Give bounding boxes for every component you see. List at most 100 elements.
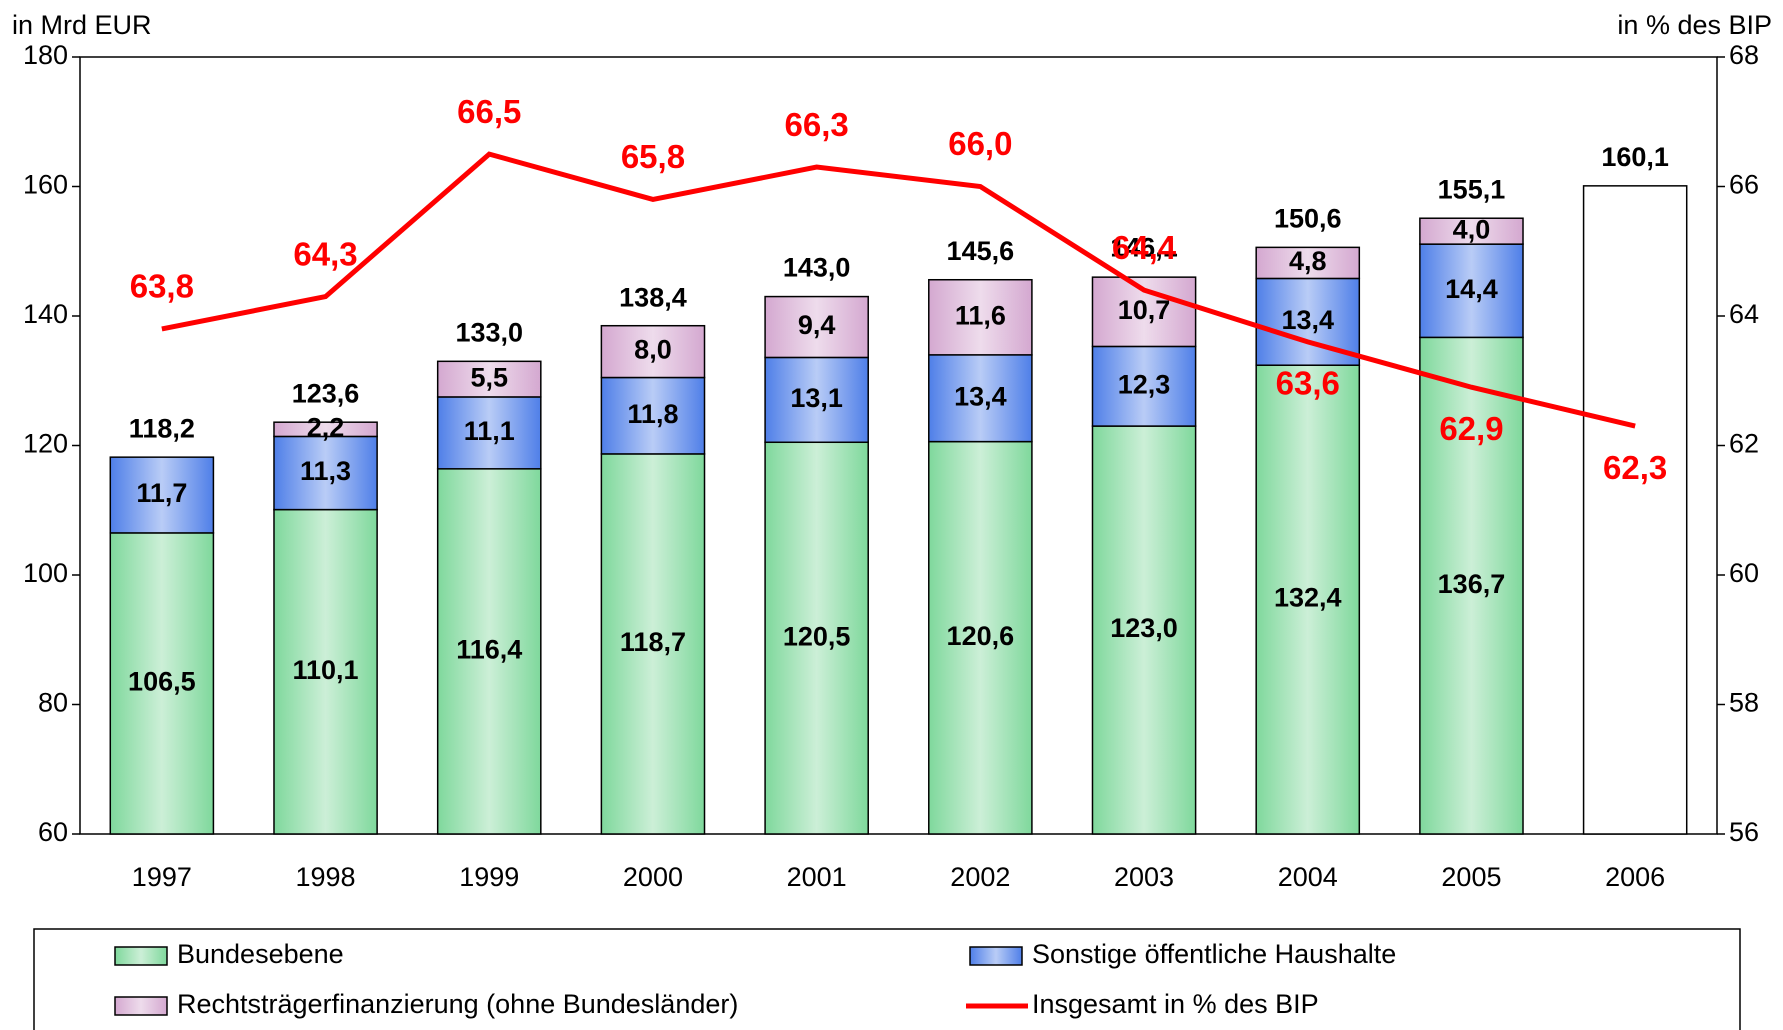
- segment-label: 11,3: [300, 456, 351, 486]
- bar-segment: [600, 453, 706, 835]
- line-series: [161, 151, 1636, 429]
- total-label: 123,6: [292, 378, 360, 408]
- y-tick-label: 60: [38, 817, 68, 847]
- y-tick-label: 120: [23, 429, 68, 459]
- y-tick-label: 100: [23, 558, 68, 588]
- bar-segment: [928, 354, 1033, 443]
- x-tick-label: 1999: [459, 862, 519, 892]
- total-label: 155,1: [1438, 174, 1506, 204]
- line-label: 64,4: [1112, 229, 1177, 266]
- total-label: 138,4: [619, 282, 687, 312]
- total-label: 118,2: [129, 413, 195, 443]
- y2-axis-label: in % des BIP: [1617, 10, 1772, 40]
- line-label: 62,9: [1439, 410, 1503, 447]
- y-axis-label: in Mrd EUR: [12, 10, 152, 40]
- bar-segment: [928, 278, 1033, 356]
- x-tick-label: 2005: [1441, 862, 1501, 892]
- y2-tick-label: 64: [1729, 299, 1759, 329]
- total-bar: [1582, 185, 1688, 835]
- y2-tick-label: 56: [1729, 817, 1759, 847]
- bar-segment: [109, 532, 215, 835]
- segment-label: 2,2: [307, 412, 345, 442]
- bar-segment: [273, 421, 378, 438]
- y2-tick-label: 58: [1729, 688, 1759, 718]
- segment-label: 11,6: [955, 300, 1006, 330]
- bar-segment: [1091, 425, 1197, 835]
- legend-label: Bundesebene: [177, 939, 344, 969]
- bar-segment: [1091, 345, 1197, 427]
- line-label: 63,6: [1276, 365, 1340, 402]
- bar-segment: [1255, 246, 1361, 280]
- total-label: 146,1: [1110, 233, 1178, 263]
- segment-label: 9,4: [798, 310, 836, 340]
- x-tick-label: 2002: [950, 862, 1010, 892]
- bar-segment: [1419, 217, 1524, 245]
- segment-label: 13,4: [954, 381, 1007, 411]
- bar-segment: [764, 441, 869, 835]
- segment-label: 136,7: [1438, 569, 1506, 599]
- x-tick-label: 2001: [787, 862, 847, 892]
- segment-label: 10,7: [1118, 295, 1171, 325]
- y2-tick-label: 60: [1729, 558, 1759, 588]
- segment-label: 14,4: [1445, 274, 1498, 304]
- legend-label: Insgesamt in % des BIP: [1032, 989, 1319, 1019]
- legend-label: Rechtsträgerfinanzierung (ohne Bundeslän…: [177, 989, 738, 1019]
- legend-box: [33, 928, 1741, 1030]
- legend-swatch: [114, 996, 168, 1016]
- y-tick-label: 80: [38, 688, 68, 718]
- segment-label: 13,1: [790, 383, 843, 413]
- legend-label: Sonstige öffentliche Haushalte: [1032, 939, 1396, 969]
- bar-segment: [928, 440, 1033, 835]
- y-tick-label: 140: [23, 299, 68, 329]
- bar-segment: [764, 356, 869, 444]
- segment-label: 106,5: [128, 667, 196, 697]
- segment-label: 11,7: [136, 478, 187, 508]
- bar-segment: [600, 324, 706, 379]
- line-label: 63,8: [130, 268, 194, 305]
- bar-segment: [436, 396, 542, 470]
- bar-segment: [273, 435, 378, 511]
- total-label: 150,6: [1274, 203, 1342, 233]
- bar-segment: [1255, 364, 1361, 835]
- line-label: 66,0: [948, 125, 1012, 162]
- x-tick-label: 1997: [132, 862, 192, 892]
- segment-label: 5,5: [470, 362, 508, 392]
- segment-label: 120,6: [947, 621, 1015, 651]
- bar-segment: [436, 360, 542, 398]
- line-label: 65,8: [621, 138, 685, 175]
- y-tick-label: 180: [23, 40, 68, 70]
- segment-label: 110,1: [293, 655, 359, 685]
- segment-label: 123,0: [1110, 613, 1178, 643]
- legend-swatch: [114, 946, 168, 966]
- bar-segment: [436, 468, 542, 835]
- y2-tick-label: 66: [1729, 170, 1759, 200]
- total-label: 133,0: [455, 317, 523, 347]
- segment-label: 132,4: [1274, 583, 1342, 613]
- segment-label: 4,8: [1289, 246, 1327, 276]
- segment-label: 4,0: [1453, 214, 1491, 244]
- line-label: 62,3: [1603, 449, 1667, 486]
- y2-tick-label: 62: [1729, 429, 1759, 459]
- total-label: 143,0: [783, 253, 851, 283]
- segment-label: 11,8: [627, 399, 678, 429]
- segment-label: 12,3: [1118, 369, 1171, 399]
- total-label: 145,6: [947, 236, 1015, 266]
- line-label: 66,5: [457, 93, 521, 130]
- x-tick-label: 2003: [1114, 862, 1174, 892]
- segment-label: 13,4: [1281, 305, 1334, 335]
- line-label: 66,3: [785, 106, 849, 143]
- bar-segment: [1419, 336, 1524, 835]
- segment-label: 8,0: [634, 335, 672, 365]
- legend-swatch: [969, 946, 1023, 966]
- y-tick-label: 160: [23, 170, 68, 200]
- bar-segment: [764, 295, 869, 359]
- bar-segment: [600, 376, 706, 455]
- x-tick-label: 1998: [296, 862, 356, 892]
- bar-segment: [1419, 243, 1524, 339]
- x-tick-label: 2000: [623, 862, 683, 892]
- segment-label: 11,1: [464, 416, 515, 446]
- segment-label: 118,7: [620, 627, 686, 657]
- total-label: 160,1: [1601, 142, 1669, 172]
- bar-segment: [273, 508, 378, 835]
